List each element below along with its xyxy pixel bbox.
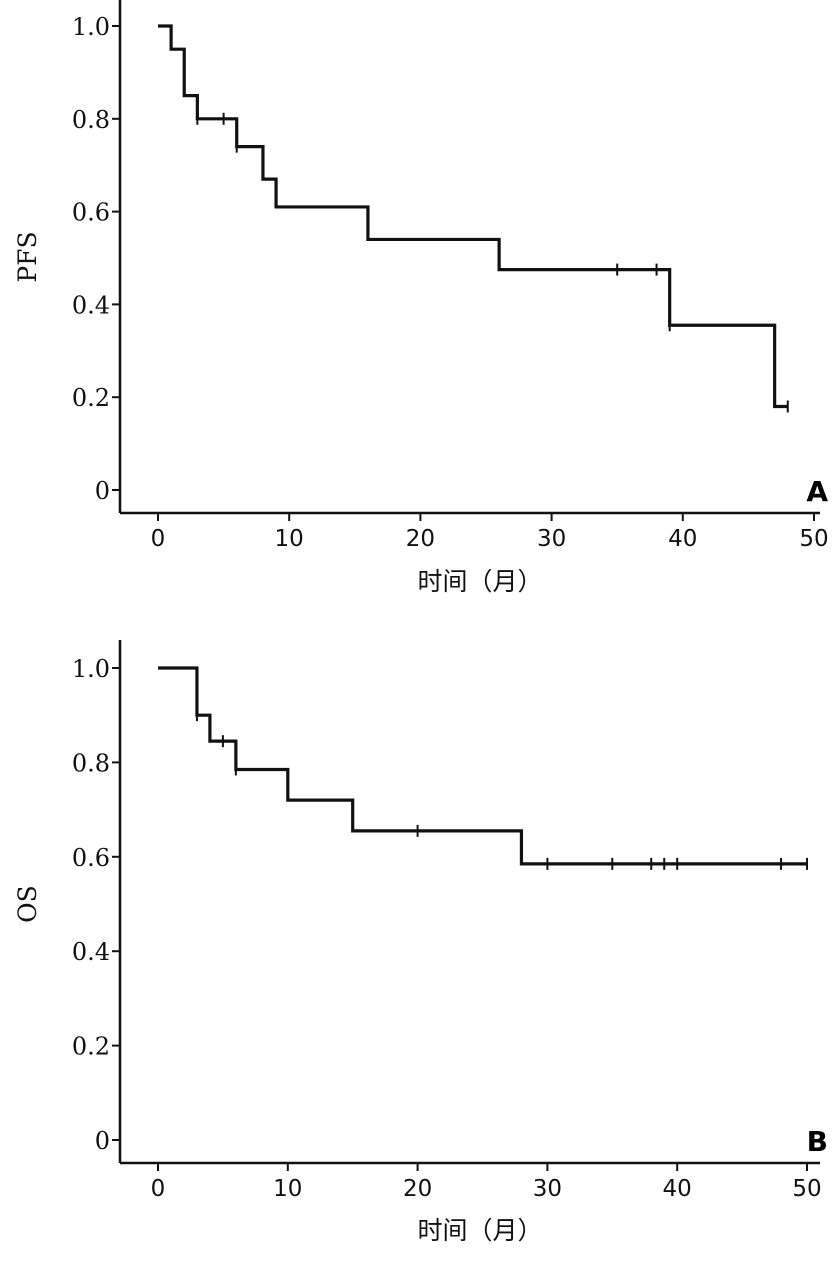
pfs-x-tick-label: 50 xyxy=(799,526,828,552)
pfs-x-tick-label: 0 xyxy=(151,526,166,552)
pfs-y-tick-label: 0.4 xyxy=(72,291,110,319)
pfs-x-ticks: 0 10 20 30 40 50 xyxy=(151,513,829,552)
os-x-axis-title: 时间（月） xyxy=(417,1216,542,1245)
pfs-y-tick-label: 0 xyxy=(95,477,110,505)
os-y-tick-label: 1.0 xyxy=(72,655,110,683)
pfs-y-ticks: 0 0.2 0.4 0.6 0.8 1.0 xyxy=(72,13,120,505)
pfs-x-tick-label: 20 xyxy=(406,526,435,552)
pfs-x-axis-title: 时间（月） xyxy=(417,567,542,596)
os-panel: 0 0.2 0.4 0.6 0.8 1.0 0 10 20 30 40 50 OS 时间（月） B xyxy=(13,640,828,1245)
os-x-tick-label: 0 xyxy=(151,1176,166,1202)
pfs-panel: 0 0.2 0.4 0.6 0.8 1.0 0 10 20 30 40 50 PFS 时间（月） A xyxy=(13,0,829,596)
pfs-x-tick-label: 30 xyxy=(537,526,566,552)
panel-label-a: A xyxy=(806,475,828,508)
os-y-tick-label: 0.8 xyxy=(72,749,110,777)
panel-label-b: B xyxy=(807,1125,828,1158)
os-y-ticks: 0 0.2 0.4 0.6 0.8 1.0 xyxy=(72,655,120,1155)
os-x-tick-label: 50 xyxy=(792,1176,821,1202)
os-y-tick-label: 0.4 xyxy=(72,938,110,966)
os-x-tick-label: 40 xyxy=(663,1176,692,1202)
pfs-x-tick-label: 40 xyxy=(668,526,697,552)
os-y-tick-label: 0.6 xyxy=(72,844,110,872)
pfs-survival-curve xyxy=(158,24,788,409)
pfs-y-tick-label: 0.2 xyxy=(72,384,110,412)
pfs-y-axis-title: PFS xyxy=(13,231,42,282)
os-y-tick-label: 0.2 xyxy=(72,1033,110,1061)
os-survival-curve xyxy=(158,666,807,866)
pfs-y-tick-label: 0.6 xyxy=(72,199,110,227)
pfs-censor-marks xyxy=(196,112,789,413)
pfs-y-tick-label: 1.0 xyxy=(72,13,110,41)
os-x-ticks: 0 10 20 30 40 50 xyxy=(151,1163,822,1202)
os-x-tick-label: 10 xyxy=(273,1176,302,1202)
os-y-tick-label: 0 xyxy=(95,1127,110,1155)
os-censor-marks xyxy=(195,709,808,870)
pfs-y-tick-label: 0.8 xyxy=(72,106,110,134)
os-y-axis-title: OS xyxy=(13,885,42,923)
pfs-x-tick-label: 10 xyxy=(275,526,304,552)
os-x-tick-label: 30 xyxy=(533,1176,562,1202)
os-x-tick-label: 20 xyxy=(403,1176,432,1202)
